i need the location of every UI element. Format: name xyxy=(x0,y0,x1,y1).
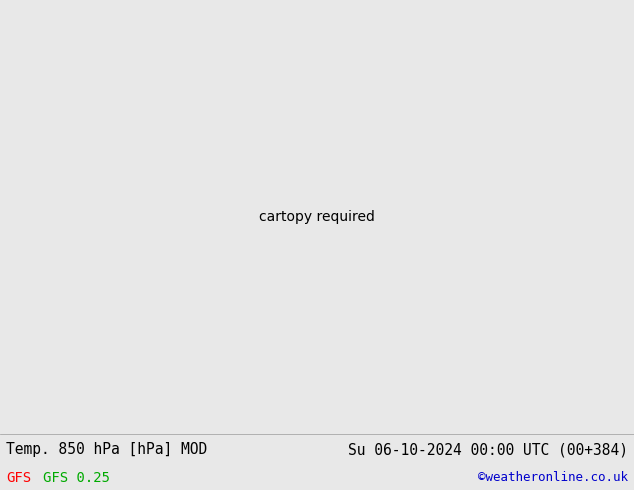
Text: Temp. 850 hPa [hPa] MOD: Temp. 850 hPa [hPa] MOD xyxy=(6,442,207,457)
Text: ©weatheronline.co.uk: ©weatheronline.co.uk xyxy=(477,471,628,484)
Text: GFS 0.25: GFS 0.25 xyxy=(43,471,110,485)
Text: Su 06-10-2024 00:00 UTC (00+384): Su 06-10-2024 00:00 UTC (00+384) xyxy=(347,442,628,457)
Text: GFS: GFS xyxy=(6,471,32,485)
Text: cartopy required: cartopy required xyxy=(259,210,375,224)
